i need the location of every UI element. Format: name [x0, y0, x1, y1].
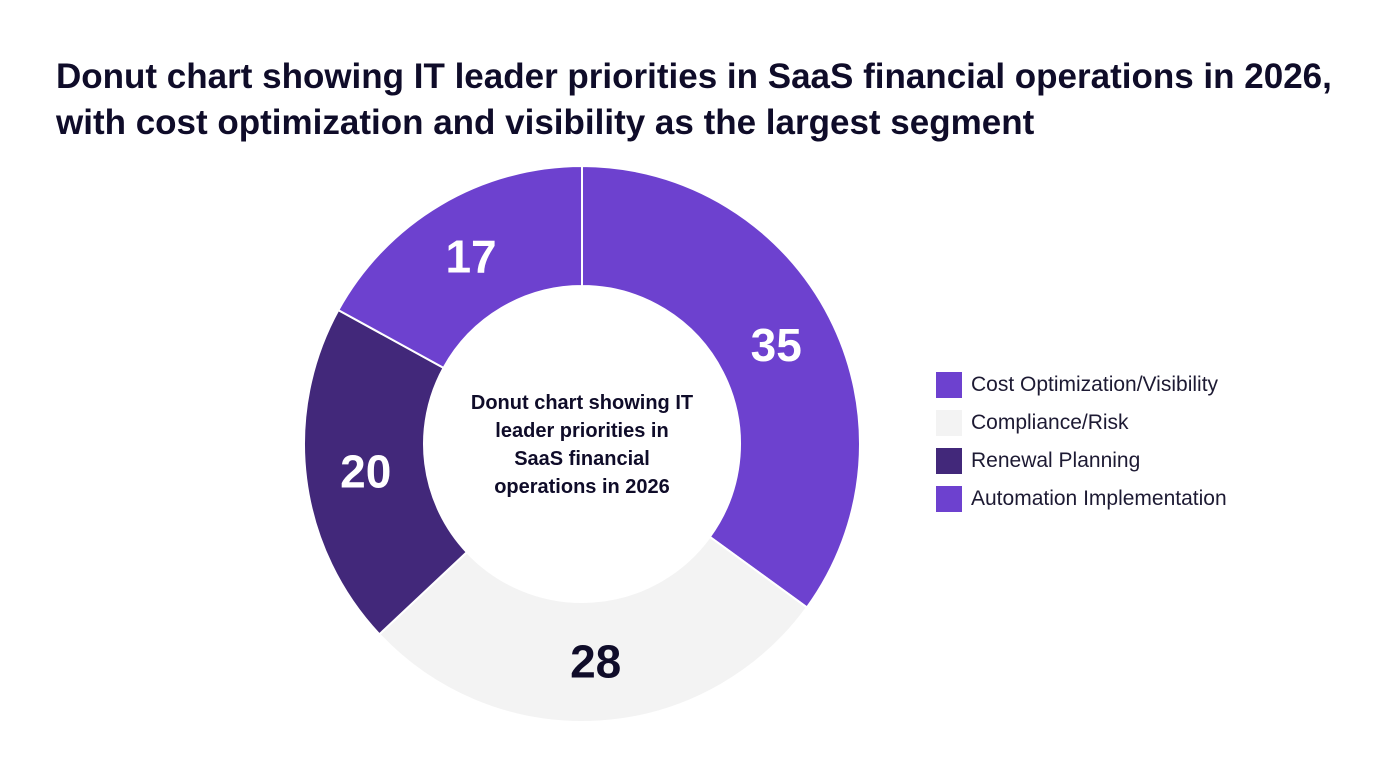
legend-item: Cost Optimization/Visibility	[936, 366, 1227, 404]
slice-automation-implementation	[337, 164, 583, 370]
legend-label: Cost Optimization/Visibility	[971, 373, 1219, 396]
legend-swatch	[936, 448, 962, 474]
slice-value-label: 28	[570, 636, 621, 688]
legend-swatch	[936, 372, 962, 398]
legend-label: Renewal Planning	[971, 449, 1141, 472]
slice-value-label: 17	[445, 230, 496, 282]
legend-swatch	[936, 410, 962, 436]
legend-label: Automation Implementation	[971, 487, 1227, 510]
legend-item: Compliance/Risk	[936, 404, 1227, 442]
legend: Cost Optimization/Visibility Compliance/…	[936, 366, 1227, 518]
slice-renewal-planning	[303, 308, 469, 636]
legend-swatch	[936, 486, 962, 512]
center-label: Donut chart showing IT leader priorities …	[471, 392, 693, 498]
legend-label: Compliance/Risk	[971, 411, 1129, 434]
slice-cost-optimization-visibility	[581, 164, 861, 609]
chart-title: Donut chart showing IT leader priorities…	[56, 57, 1332, 142]
slice-compliance-risk	[377, 535, 809, 723]
slice-value-label: 35	[751, 319, 802, 371]
legend-item: Automation Implementation	[936, 480, 1227, 518]
legend-item: Renewal Planning	[936, 442, 1227, 480]
slice-value-label: 20	[340, 445, 391, 497]
